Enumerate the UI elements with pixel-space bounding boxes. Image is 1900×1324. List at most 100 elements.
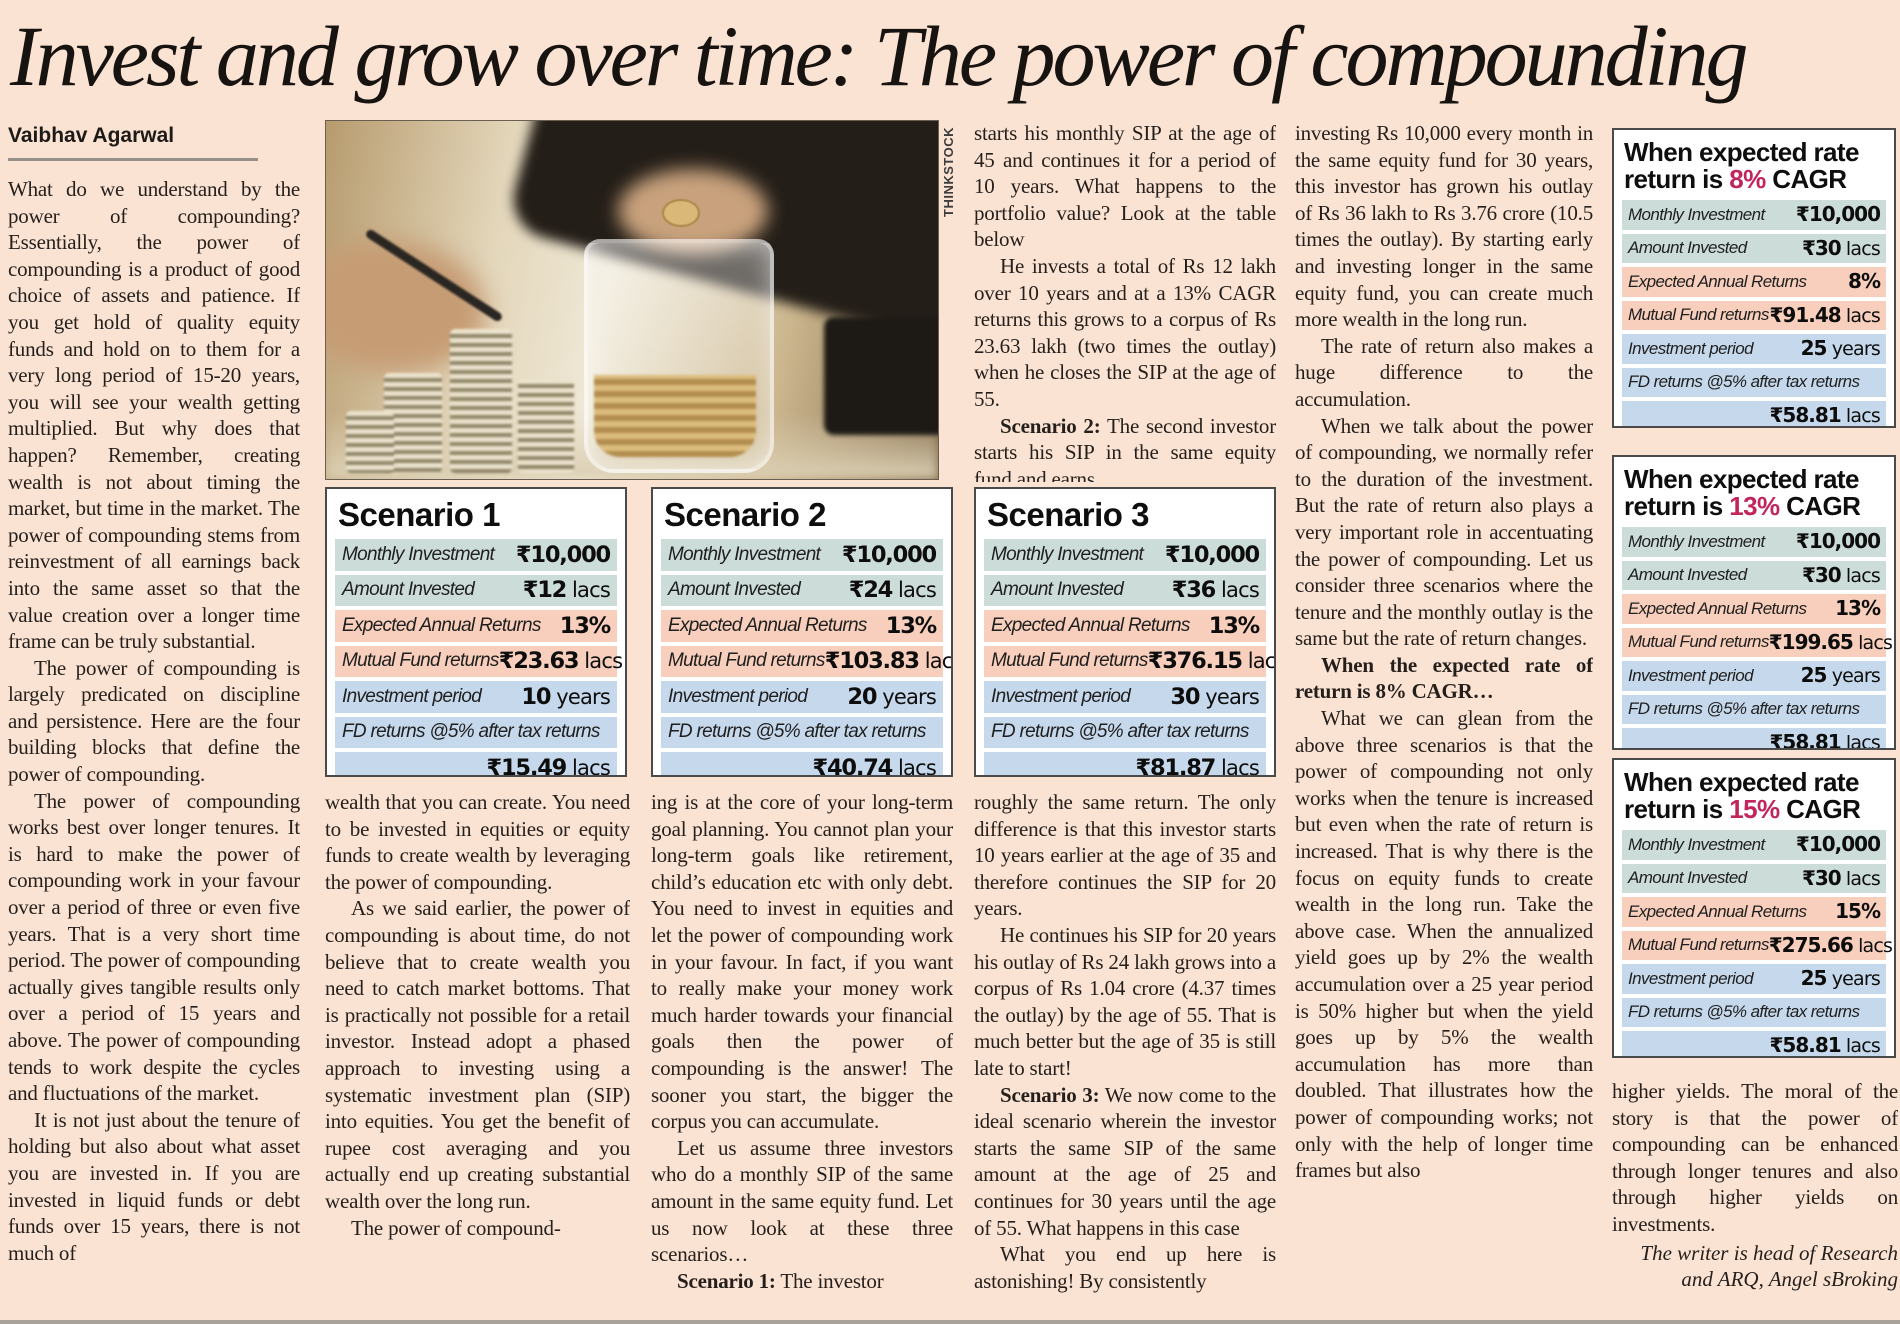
paragraph: investing Rs 10,000 every month in the s… [1295,121,1593,332]
paragraph: Scenario 2: The second investor starts h… [974,413,1276,482]
paragraph: What do we understand by the power of co… [8,177,300,654]
rate-box-8: When expected rate return is 8% CAGR Mon… [1612,128,1896,428]
column-1-text: What do we understand by the power of co… [8,176,300,1316]
column-4-top-text: starts his monthly SIP at the age of 45 … [974,120,1276,482]
table-row: FD returns @5% after tax returns [984,716,1266,748]
table-row: Expected Annual Returns 15% [1622,897,1886,927]
column-5-text: investing Rs 10,000 every month in the s… [1295,120,1593,1318]
scenario-3-table: Scenario 3 Monthly Investment ₹10,000 Amou… [974,487,1276,777]
table-row: Investment period 25 years [1622,964,1886,994]
paragraph: What we can glean from the above three s… [1295,706,1593,1183]
column-6-paragraphs: higher yields. The moral of the story is… [1612,1078,1898,1238]
table-row: Amount Invested ₹12 lacs [335,574,617,606]
table-row: FD returns @5% after tax returns [1622,997,1886,1027]
paragraph: higher yields. The moral of the story is… [1612,1079,1898,1236]
paragraph: ing is at the core of your long-term goa… [651,790,953,1134]
byline: Vaibhav Agarwal [8,124,175,147]
table-row: FD returns @5% after tax returns [661,716,943,748]
paragraph: wealth that you can create. You need to … [325,790,630,894]
table-row: ₹81.87 lacs [984,752,1266,775]
scenario-2-table: Scenario 2 Monthly Investment ₹10,000 Amou… [651,487,953,777]
rate-box-15-rows: Monthly Investment ₹10,000 Amount Invested… [1622,830,1893,1056]
table-row: Amount Invested ₹30 lacs [1622,233,1886,263]
scenario-2-title: Scenario 2 [664,496,826,533]
rate-box-15: When expected rate return is 15% CAGR Mo… [1612,758,1896,1058]
paragraph: When we talk about the power of compound… [1295,413,1593,651]
table-row: ₹40.74 lacs [661,752,943,775]
table-row: Amount Invested ₹30 lacs [1622,863,1886,893]
column-6-text: higher yields. The moral of the story is… [1612,1078,1898,1318]
rate-accent: 15% [1729,794,1780,824]
rate-accent: 13% [1729,491,1780,521]
table-row: Monthly Investment ₹10,000 [1622,830,1886,860]
scenario-1-title: Scenario 1 [338,496,500,533]
paragraph: As we said earlier, the power of compoun… [325,896,630,1213]
paragraph: When the expected rate of return is 8% C… [1295,652,1593,704]
photo-calculator [824,317,938,435]
paragraph: The power of compounding is largely pred… [8,655,300,787]
byline-divider [8,158,258,161]
scenario-1-table: Scenario 1 Monthly Investment ₹10,000 Amou… [325,487,627,777]
article-photo [325,120,939,480]
rate-box-13-rows: Monthly Investment ₹10,000 Amount Invested… [1622,527,1893,748]
table-row: Investment period 10 years [335,681,617,713]
table-row: Investment period 25 years [1622,661,1886,691]
paragraph: What you end up here is astonishing! By … [974,1242,1276,1293]
paragraph: The power of compounding works best over… [8,788,300,1106]
column-2-text: wealth that you can create. You need to … [325,789,630,1317]
table-row: Expected Annual Returns 13% [335,610,617,642]
rate-box-13: When expected rate return is 13% CAGR Mo… [1612,455,1896,750]
rate-box-8-rows: Monthly Investment ₹10,000 Amount Invested… [1622,200,1886,426]
paragraph: He invests a total of Rs 12 lakh over 10… [974,253,1276,411]
table-row: FD returns @5% after tax returns [335,716,617,748]
table-row: FD returns @5% after tax returns [1622,367,1886,397]
paragraph: The power of compound- [351,1215,561,1240]
table-row: Mutual Fund returns ₹275.66 lacs [1622,930,1893,960]
table-row: Amount Invested ₹30 lacs [1622,560,1886,590]
table-row: Amount Invested ₹24 lacs [661,574,943,606]
paragraph: The rate of return also makes a huge dif… [1295,333,1593,411]
table-row: Mutual Fund returns ₹23.63 lacs [335,645,623,677]
table-row: Monthly Investment ₹10,000 [984,539,1266,571]
scenario-3-rows: Monthly Investment ₹10,000 Amount Invested… [984,539,1274,775]
table-row: Investment period 25 years [1622,334,1886,364]
table-row: Monthly Investment ₹10,000 [335,539,617,571]
rate-box-13-title: When expected rate return is 13% CAGR [1624,464,1861,521]
table-row: ₹58.81 lacs [1622,728,1886,748]
photo-jar-coins [594,375,756,457]
table-row: FD returns @5% after tax returns [1622,694,1886,724]
page-bottom-rule [0,1320,1900,1324]
photo-falling-coin [662,199,700,227]
scenario-2-rows: Monthly Investment ₹10,000 Amount Invested… [661,539,951,775]
paragraph: starts his monthly SIP at the age of 45 … [974,121,1276,252]
photo-credit: THINKSTOCK [941,127,956,217]
table-row: Expected Annual Returns 13% [1622,594,1886,624]
table-row: ₹15.49 lacs [335,752,617,775]
table-row: Mutual Fund returns₹103.83 lacs [661,645,951,677]
table-row: Mutual Fund returns ₹199.65 lacs [1622,627,1893,657]
paragraph: Let us assume three investors who do a m… [651,1135,953,1267]
table-row: Expected Annual Returns 13% [984,610,1266,642]
table-row: Mutual Fund returns₹376.15 lacs [984,645,1274,677]
table-row: ₹58.81 lacs [1622,401,1886,426]
table-row: Amount Invested ₹36 lacs [984,574,1266,606]
table-row: Monthly Investment ₹10,000 [1622,200,1886,230]
table-row: Monthly Investment ₹10,000 [661,539,943,571]
table-row: Investment period 20 years [661,681,943,713]
column-3-text: ing is at the core of your long-term goa… [651,789,953,1317]
author-credit: The writer is head of Research and ARQ, … [1640,1240,1898,1291]
photo-coin-stack [450,329,512,473]
table-row: Expected Annual Returns 13% [661,610,943,642]
table-row: Expected Annual Returns 8% [1622,267,1886,297]
photo-coin-stack [346,411,394,473]
photo-coin-stack [518,379,574,473]
table-row: Monthly Investment ₹10,000 [1622,527,1886,557]
scenario-1-rows: Monthly Investment ₹10,000 Amount Invested… [335,539,623,775]
scenario-3-title: Scenario 3 [987,496,1149,533]
rate-box-15-title: When expected rate return is 15% CAGR [1624,767,1861,824]
paragraph: roughly the same return. The only differ… [974,790,1276,921]
rate-accent: 8% [1729,164,1766,194]
table-row: Mutual Fund returns ₹91.48 lacs [1622,300,1886,330]
paragraph: Scenario 3: We now come to the ideal sce… [974,1082,1276,1240]
paragraph: Scenario 1: The investor [677,1268,884,1293]
